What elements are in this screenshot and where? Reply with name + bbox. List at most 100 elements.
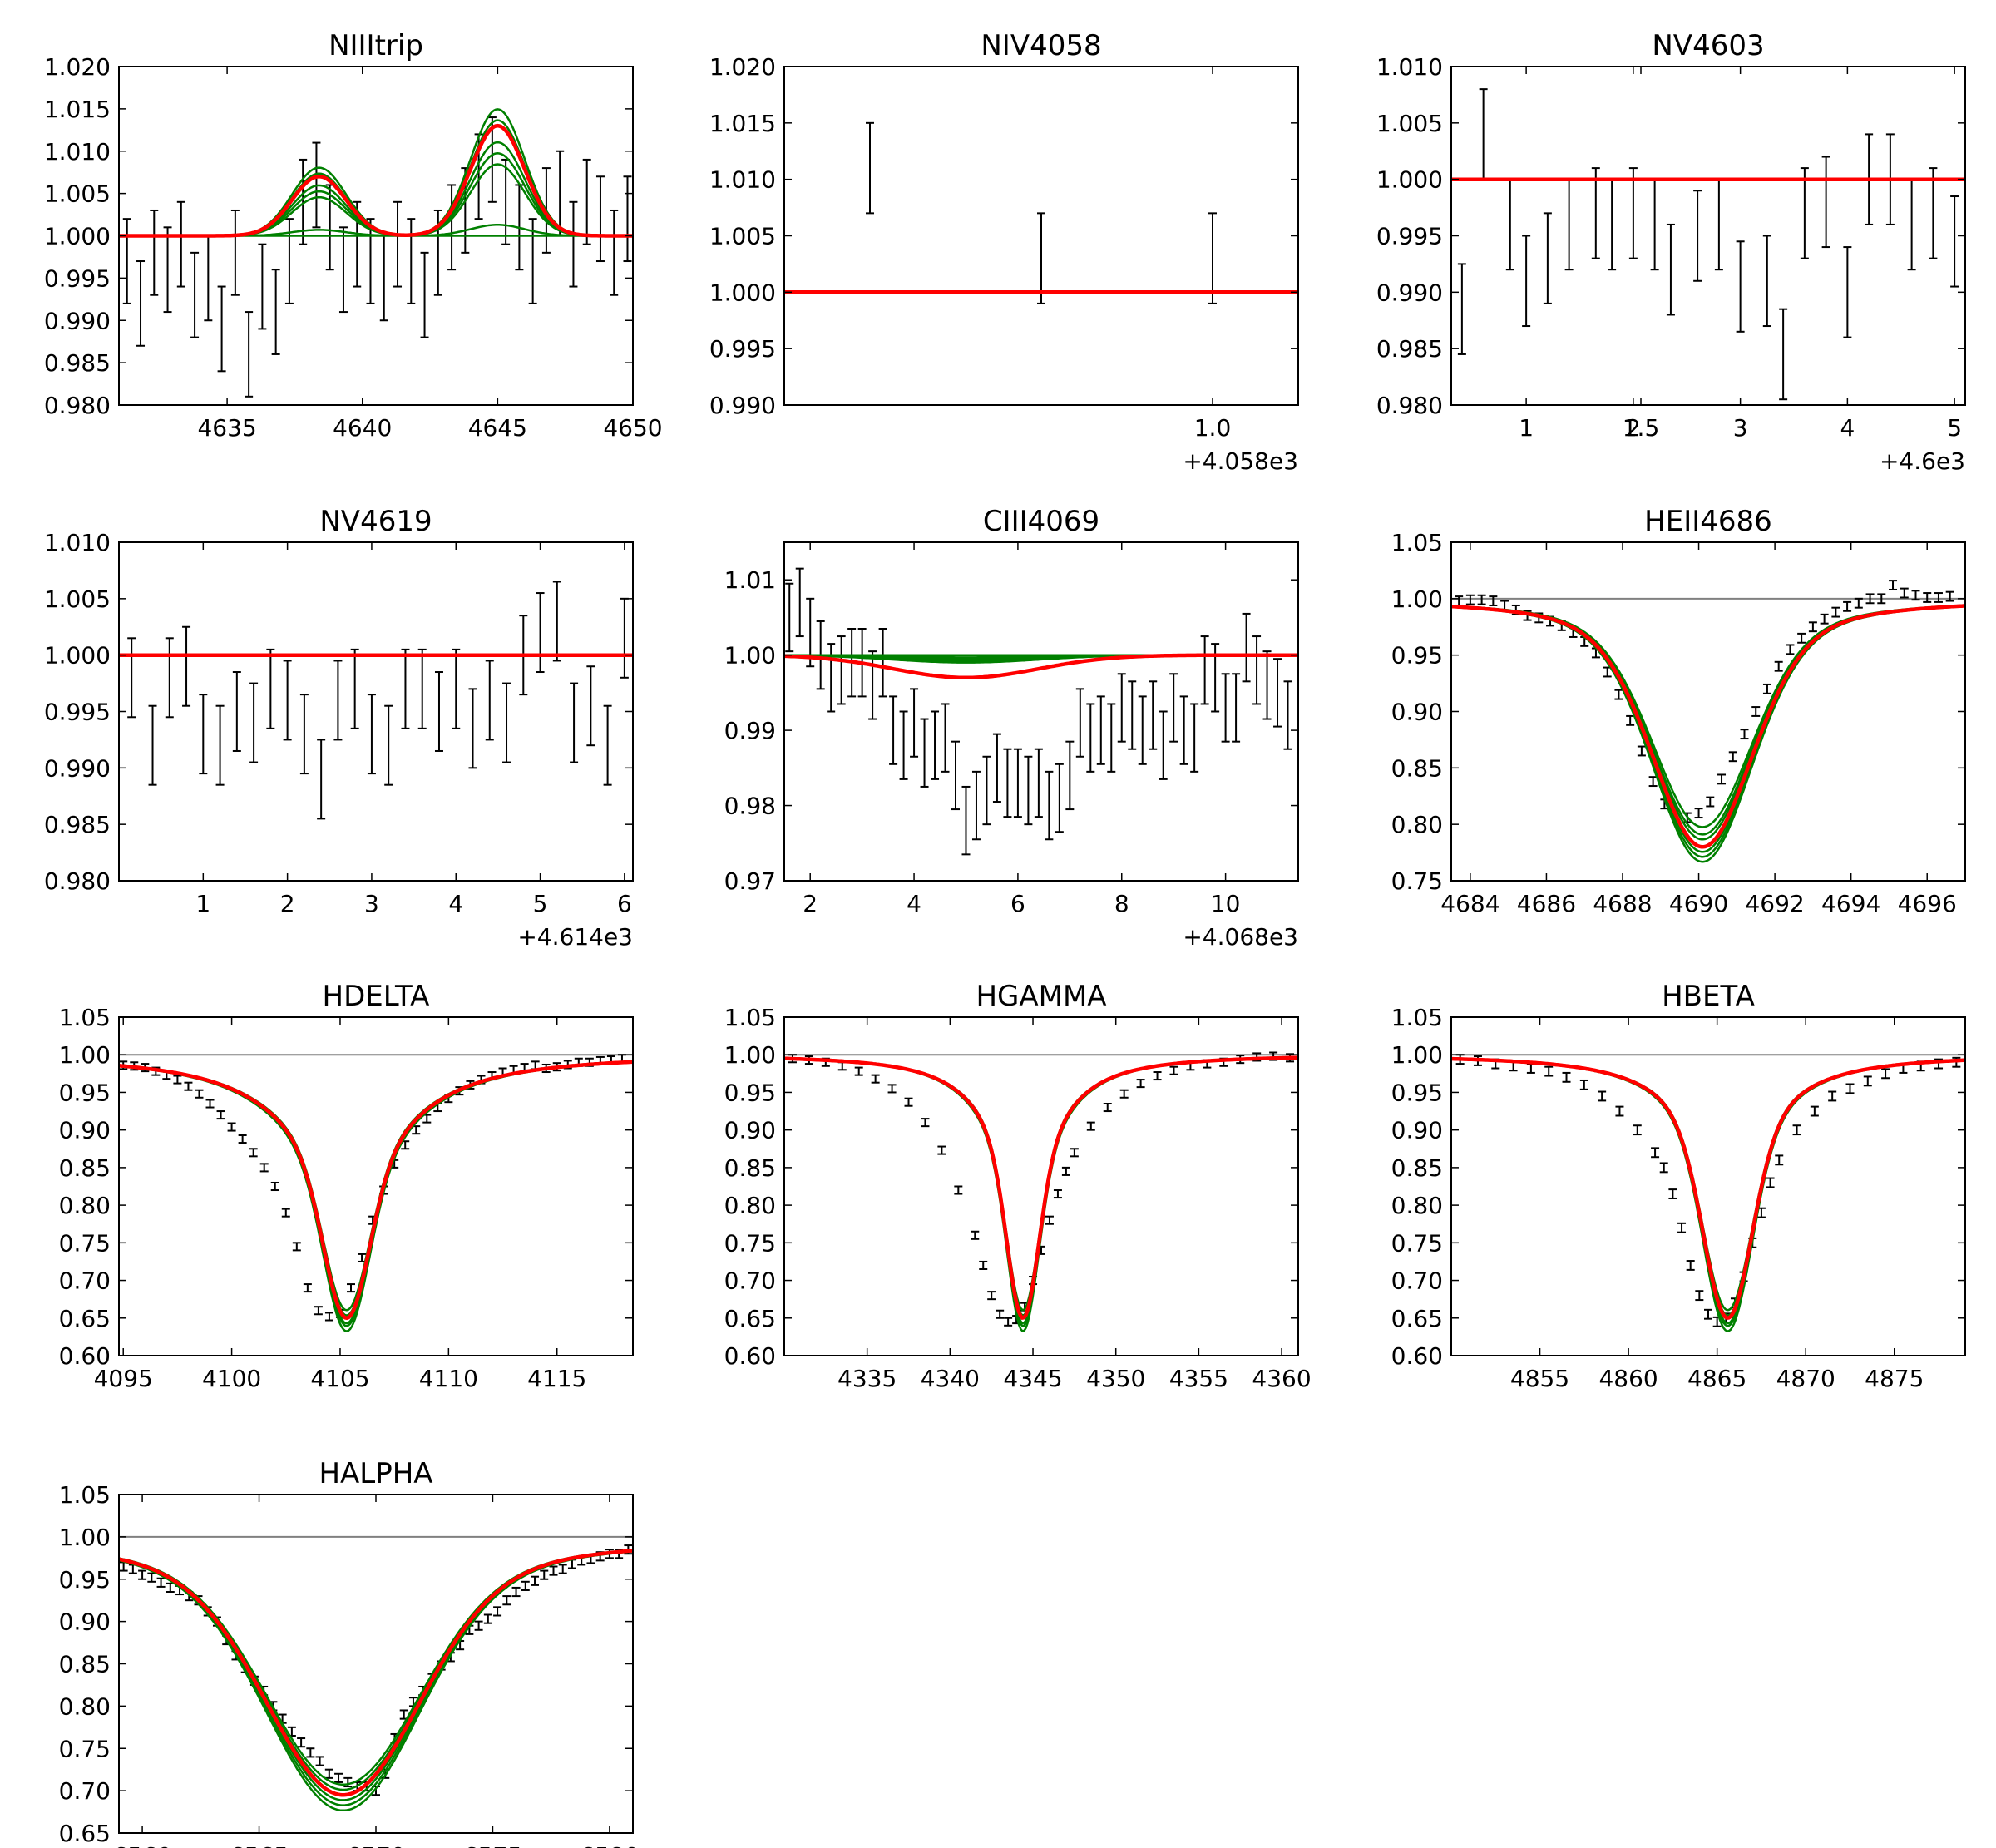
data-point xyxy=(1615,1105,1624,1117)
data-point xyxy=(452,648,461,729)
data-point xyxy=(1728,751,1737,763)
y-tick-label: 1.010 xyxy=(709,166,776,194)
y-tick-label: 0.95 xyxy=(1391,642,1443,670)
data-point xyxy=(1117,673,1126,743)
y-tick-label: 0.80 xyxy=(724,1192,776,1219)
data-point xyxy=(996,1309,1005,1319)
data-point xyxy=(1797,632,1806,644)
data-point xyxy=(1911,590,1920,601)
y-tick-label: 1.015 xyxy=(709,110,776,137)
x-tick-label: 4650 xyxy=(603,414,662,442)
sample-fit-line xyxy=(784,1056,1298,1312)
x-tick-label: 4335 xyxy=(837,1365,897,1392)
data-point xyxy=(1845,1083,1855,1094)
data-point xyxy=(982,755,991,826)
data-point xyxy=(1717,773,1727,785)
sample-fit-line xyxy=(119,1060,633,1317)
data-point xyxy=(1169,1065,1178,1075)
panel-niv4058: 1.01.52.02.53.03.54.00.9900.9951.0001.00… xyxy=(709,29,1660,475)
data-point xyxy=(1061,1166,1070,1176)
data-point xyxy=(1086,1121,1095,1131)
data-point xyxy=(1086,703,1095,773)
axes-frame xyxy=(118,541,634,882)
data-point xyxy=(417,648,427,729)
data-point xyxy=(1564,178,1574,271)
data-point xyxy=(216,1110,225,1120)
data-point xyxy=(1843,600,1852,612)
data-point xyxy=(1053,1189,1062,1199)
data-point xyxy=(1489,595,1498,606)
data-point xyxy=(837,635,846,705)
data-point xyxy=(887,1084,897,1094)
x-tick-label: 2 xyxy=(280,890,295,917)
best-fit-line xyxy=(784,653,1298,680)
x-tick-label: 2 xyxy=(1626,414,1641,442)
data-point xyxy=(889,695,898,765)
panel-halpha: 6560 6565 6570 6575 6580 0.65 0.70 0.75 0.80 0.85… xyxy=(59,1457,640,1848)
data-point xyxy=(266,648,275,729)
data-point xyxy=(1694,808,1703,819)
data-point xyxy=(217,285,226,373)
data-point xyxy=(920,718,929,788)
data-point xyxy=(1900,587,1909,599)
data-point xyxy=(1693,190,1702,282)
panel-nv4619: 1 2 3 4 5 6 0.980 0.985 0.990 0.995 1.000 1.005 1.01… xyxy=(44,505,634,951)
data-point xyxy=(163,226,172,314)
data-point xyxy=(1242,612,1251,683)
data-point xyxy=(549,1565,558,1576)
y-tick-label: 0.75 xyxy=(59,1229,111,1257)
data-point xyxy=(878,628,887,698)
best-fit-line xyxy=(1451,1056,1965,1321)
data-point xyxy=(979,1260,988,1270)
data-point xyxy=(401,648,410,729)
y-tick-label: 0.75 xyxy=(724,1229,776,1257)
data-point xyxy=(1736,240,1745,333)
sample-fit-line xyxy=(119,108,633,237)
sample-fit-line xyxy=(1451,1057,1965,1327)
x-tick-label: 4 xyxy=(448,890,463,917)
data-point xyxy=(314,1306,323,1316)
y-tick-label: 0.995 xyxy=(1376,223,1443,250)
y-tick-label: 0.65 xyxy=(724,1305,776,1332)
data-point xyxy=(122,218,131,304)
data-point xyxy=(1659,1162,1668,1174)
sample-fit-line xyxy=(119,1060,633,1332)
y-tick-label: 1.01 xyxy=(724,566,776,594)
sample-fit-line xyxy=(1451,605,1965,863)
plot-area xyxy=(1451,1054,1965,1332)
data-point xyxy=(136,260,146,347)
x-tick-label: 4 xyxy=(1840,414,1855,442)
data-point xyxy=(1668,1188,1677,1199)
data-point xyxy=(1153,1071,1162,1081)
x-tick-label: 10 xyxy=(1211,890,1241,917)
panel-hgamma: 4335 4340 4345 4350 4355 4360 0.60 0.65 0.70 0.75… xyxy=(724,980,1312,1392)
sample-fit-line xyxy=(1451,605,1965,853)
data-point xyxy=(334,1772,343,1783)
data-point xyxy=(281,1208,290,1218)
data-point xyxy=(176,200,185,288)
y-tick-label: 1.05 xyxy=(1391,1004,1443,1031)
data-point xyxy=(1522,235,1531,328)
y-tick-label: 1.00 xyxy=(59,1041,111,1069)
data-point xyxy=(1762,235,1771,328)
data-point xyxy=(1865,593,1875,605)
sample-fit-line xyxy=(119,1060,633,1325)
data-point xyxy=(1003,748,1012,818)
best-fit-line xyxy=(119,123,633,238)
data-point xyxy=(138,1569,147,1580)
x-tick-label: 6580 xyxy=(580,1842,639,1848)
y-tick-label: 0.85 xyxy=(724,1154,776,1182)
y-tick-label: 0.980 xyxy=(44,392,111,419)
y-tick-label: 1.05 xyxy=(59,1481,111,1509)
data-point xyxy=(1262,650,1272,720)
data-point xyxy=(1149,680,1158,750)
data-point xyxy=(1004,1317,1013,1327)
data-point xyxy=(485,660,494,741)
x-tick-label: 1.5 xyxy=(1623,414,1660,442)
y-tick-label: 0.90 xyxy=(59,1117,111,1144)
data-point xyxy=(795,567,804,638)
data-point xyxy=(1024,755,1033,826)
y-tick-label: 0.75 xyxy=(1391,867,1443,895)
y-tick-label: 0.97 xyxy=(724,867,776,895)
data-point xyxy=(148,704,157,786)
